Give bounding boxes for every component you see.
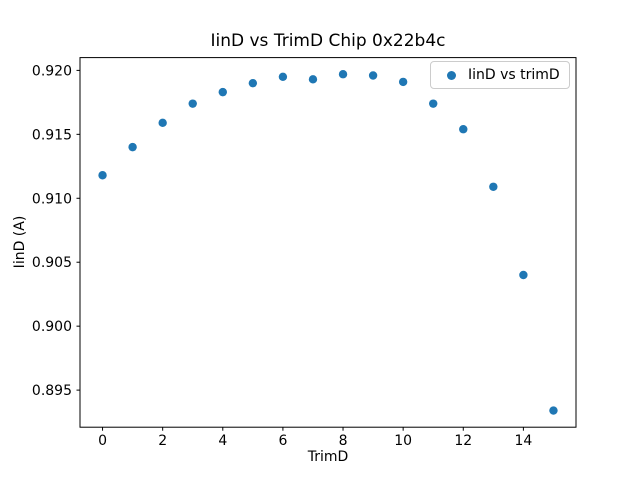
- scatter-point: [278, 72, 288, 81]
- scatter-point: [519, 270, 528, 280]
- y-tick-label: 0.895: [32, 383, 72, 399]
- y-tick-label: 0.900: [32, 319, 72, 335]
- scatter-point: [158, 118, 167, 128]
- scatter-point: [338, 70, 348, 79]
- y-tick-label: 0.915: [32, 127, 72, 143]
- x-tick-label: 6: [278, 433, 287, 449]
- x-axis-label: TrimD: [307, 449, 349, 465]
- scatter-point: [218, 87, 227, 97]
- x-tick-label: 0: [98, 433, 107, 449]
- y-axis-label: IinD (A): [12, 215, 28, 269]
- legend-label: IinD vs trimD: [468, 67, 560, 83]
- scatter-point: [368, 71, 378, 80]
- legend: IinD vs trimD: [430, 61, 570, 89]
- scatter-point: [188, 99, 197, 108]
- x-tick-label: 8: [339, 433, 348, 449]
- scatter-point: [98, 171, 107, 180]
- scatter-point: [429, 99, 438, 108]
- x-tick-label: 12: [454, 433, 472, 449]
- x-tick-label: 4: [218, 433, 227, 449]
- y-tick-label: 0.920: [32, 63, 72, 79]
- scatter-point: [308, 75, 318, 84]
- x-tick-label: 14: [514, 433, 532, 449]
- scatter-point: [398, 77, 408, 87]
- x-tick-label: 2: [158, 433, 167, 449]
- scatter-point: [549, 406, 558, 415]
- x-tick-label: 10: [394, 433, 412, 449]
- scatter-point: [459, 125, 468, 134]
- y-tick-label: 0.905: [32, 255, 72, 271]
- legend-marker-dot: [447, 70, 456, 80]
- scatter-point: [248, 78, 258, 88]
- scatter-point: [128, 142, 137, 152]
- chart-title: IinD vs TrimD Chip 0x22b4c: [210, 31, 446, 51]
- plot-frame: [79, 57, 577, 428]
- scatter-point: [489, 182, 498, 191]
- y-tick-label: 0.910: [32, 191, 72, 207]
